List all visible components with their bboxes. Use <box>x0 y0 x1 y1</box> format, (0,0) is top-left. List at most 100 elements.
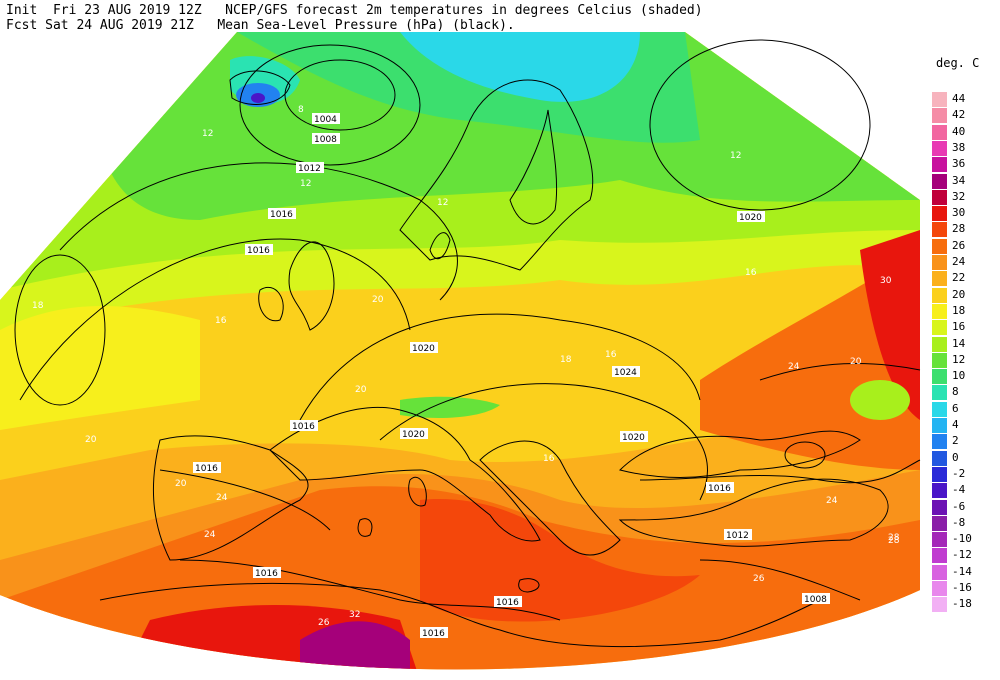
temperature-label: 16 <box>605 350 617 360</box>
legend-label: 4 <box>952 418 959 431</box>
legend-label: -6 <box>952 499 966 513</box>
legend-swatch <box>932 499 947 515</box>
legend-label: 26 <box>952 238 966 252</box>
legend-swatch <box>932 466 947 482</box>
temperature-label: 20 <box>355 385 367 395</box>
legend-label: -10 <box>952 532 972 546</box>
legend-label: -12 <box>952 548 972 562</box>
temperature-label: 20 <box>372 295 384 305</box>
temperature-label: 18 <box>560 355 572 365</box>
legend-swatch <box>932 450 947 466</box>
legend-label: -2 <box>952 466 966 480</box>
legend-swatch <box>932 124 947 140</box>
temperature-label: 20 <box>850 357 862 367</box>
legend-swatch <box>932 597 947 613</box>
legend-label: 0 <box>952 450 959 464</box>
pressure-label: 1012 <box>726 531 749 541</box>
legend-label: -14 <box>952 564 972 578</box>
legend-label: 24 <box>952 255 966 268</box>
legend-label: 32 <box>952 189 966 203</box>
legend-label: 2 <box>952 434 959 448</box>
legend-label: 20 <box>952 287 966 301</box>
legend-label: 12 <box>952 352 966 366</box>
isobars <box>14 39 921 621</box>
temperature-label: 28 <box>888 536 900 546</box>
pressure-label: 1020 <box>402 430 425 440</box>
temperature-label: 12 <box>437 198 448 208</box>
pressure-label: 1016 <box>255 569 278 579</box>
header-init-line: Init Fri 23 AUG 2019 12Z NCEP/GFS foreca… <box>6 3 703 18</box>
legend-label: 8 <box>952 385 959 399</box>
legend-swatch <box>932 564 947 580</box>
legend-swatch <box>932 483 947 499</box>
legend-swatch <box>932 92 947 107</box>
legend-swatch <box>932 320 947 336</box>
temperature-label: 28 <box>888 533 900 543</box>
legend-swatch <box>932 434 947 450</box>
legend-swatch <box>932 548 947 564</box>
legend-swatch <box>932 271 947 287</box>
legend-label: 44 <box>952 92 966 105</box>
legend-swatch <box>932 352 947 368</box>
pressure-label: 1004 <box>314 115 337 125</box>
pressure-label: 1016 <box>496 598 519 608</box>
legend-label: 28 <box>952 222 966 236</box>
legend-label: 18 <box>952 303 966 317</box>
legend-swatch <box>932 189 947 205</box>
temperature-label: 24 <box>826 496 838 506</box>
legend-swatch <box>932 206 947 222</box>
temperature-label: 8 <box>298 105 304 115</box>
legend-label: -8 <box>952 515 966 529</box>
pressure-label: 1008 <box>314 135 337 145</box>
legend-swatch <box>932 173 947 189</box>
legend-swatch <box>932 385 947 401</box>
legend-label: -18 <box>952 597 972 611</box>
pressure-label: 1016 <box>292 422 315 432</box>
legend-label: 14 <box>952 336 966 350</box>
pressure-label: 1020 <box>739 213 762 223</box>
temperature-label: 20 <box>85 435 97 445</box>
temperature-label: 16 <box>745 268 757 278</box>
legend-swatch <box>932 369 947 385</box>
pressure-label: 1016 <box>195 464 218 474</box>
legend-label: 34 <box>952 173 966 187</box>
legend-label: 16 <box>952 320 966 334</box>
pressure-label: 1008 <box>804 595 827 605</box>
temperature-label: 16 <box>543 454 555 464</box>
pressure-label: 1020 <box>412 344 435 354</box>
legend-swatch <box>932 140 947 156</box>
legend-swatch <box>932 255 947 270</box>
pressure-label: 1024 <box>614 368 637 378</box>
temperature-label: 12 <box>730 151 741 161</box>
legend-swatch <box>932 336 947 352</box>
header-forecast-line: Fcst Sat 24 AUG 2019 21Z Mean Sea-Level … <box>6 18 515 33</box>
legend-label: 40 <box>952 124 966 138</box>
legend-swatch <box>932 418 947 433</box>
legend-swatch <box>932 532 947 548</box>
legend-label: 6 <box>952 401 959 415</box>
temperature-label: 26 <box>318 618 330 628</box>
pressure-label: 1012 <box>298 164 321 174</box>
color-legend: deg. C 44 42 40 38 36 34 32 30 28 26 24 22 20 18 16 14 1… <box>922 56 998 616</box>
legend-label: 30 <box>952 206 966 220</box>
pressure-label: 1016 <box>247 246 270 256</box>
temperature-label: 24 <box>788 362 800 372</box>
temperature-label: 32 <box>349 610 360 620</box>
legend-label: 22 <box>952 271 966 285</box>
legend-swatch <box>932 515 947 531</box>
legend-swatch <box>932 222 947 238</box>
pressure-label: 1016 <box>270 210 293 220</box>
legend-label: -16 <box>952 581 972 594</box>
legend-unit: deg. C <box>936 56 980 70</box>
pressure-label: 1020 <box>622 433 645 443</box>
temperature-label: 12 <box>202 129 213 139</box>
pressure-label: 1016 <box>422 629 445 639</box>
legend-swatch <box>932 238 947 254</box>
legend-label: 38 <box>952 140 966 154</box>
legend-swatch <box>932 401 947 417</box>
legend-swatch <box>932 287 947 303</box>
legend-label: 10 <box>952 369 966 383</box>
pressure-labels: 1004 1008 1012 1016 1016 1020 1020 1024 … <box>193 113 830 639</box>
legend-label: 36 <box>952 157 966 171</box>
